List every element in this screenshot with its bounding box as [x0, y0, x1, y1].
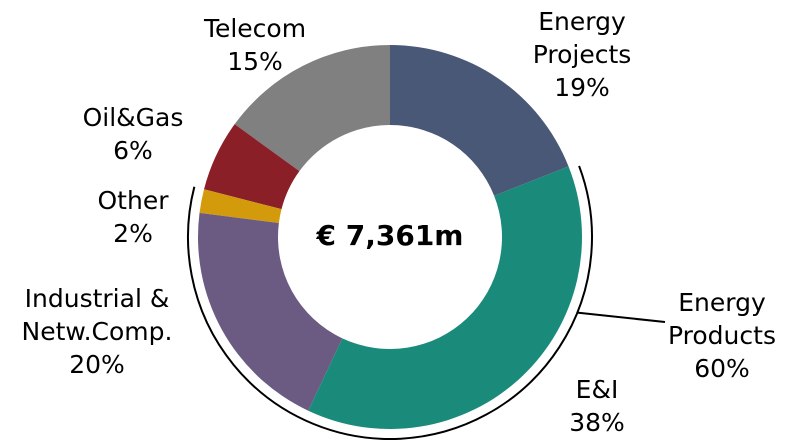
- value-label: 2%: [113, 219, 153, 248]
- donut-segment: [234, 45, 390, 172]
- donut-segment: [199, 189, 282, 223]
- segment-label: Other 2%: [97, 186, 169, 248]
- value-label: 20%: [69, 350, 125, 379]
- leader-line: [577, 311, 666, 323]
- annotation-value: 60%: [694, 354, 750, 383]
- segment-label: Energy Projects 19%: [532, 7, 632, 102]
- segment-label: Industrial & Netw.Comp. 20%: [21, 284, 173, 379]
- donut-segment: [204, 124, 300, 210]
- value-label: 19%: [554, 73, 610, 102]
- bracket-arc: [187, 165, 593, 440]
- value-label: 38%: [569, 408, 625, 437]
- segment-label: Telecom 15%: [203, 14, 307, 76]
- donut-segment: [308, 166, 582, 430]
- value-label: 6%: [113, 136, 153, 165]
- donut-segment: [198, 212, 343, 411]
- segment-label: Oil&Gas 6%: [82, 103, 184, 165]
- segment-label: E&I 38%: [569, 375, 625, 437]
- center-label: € 7,361m: [316, 219, 464, 252]
- value-label: 15%: [227, 47, 283, 76]
- donut-segment: [390, 45, 569, 196]
- annotation-label: Energy Products 60%: [668, 288, 776, 383]
